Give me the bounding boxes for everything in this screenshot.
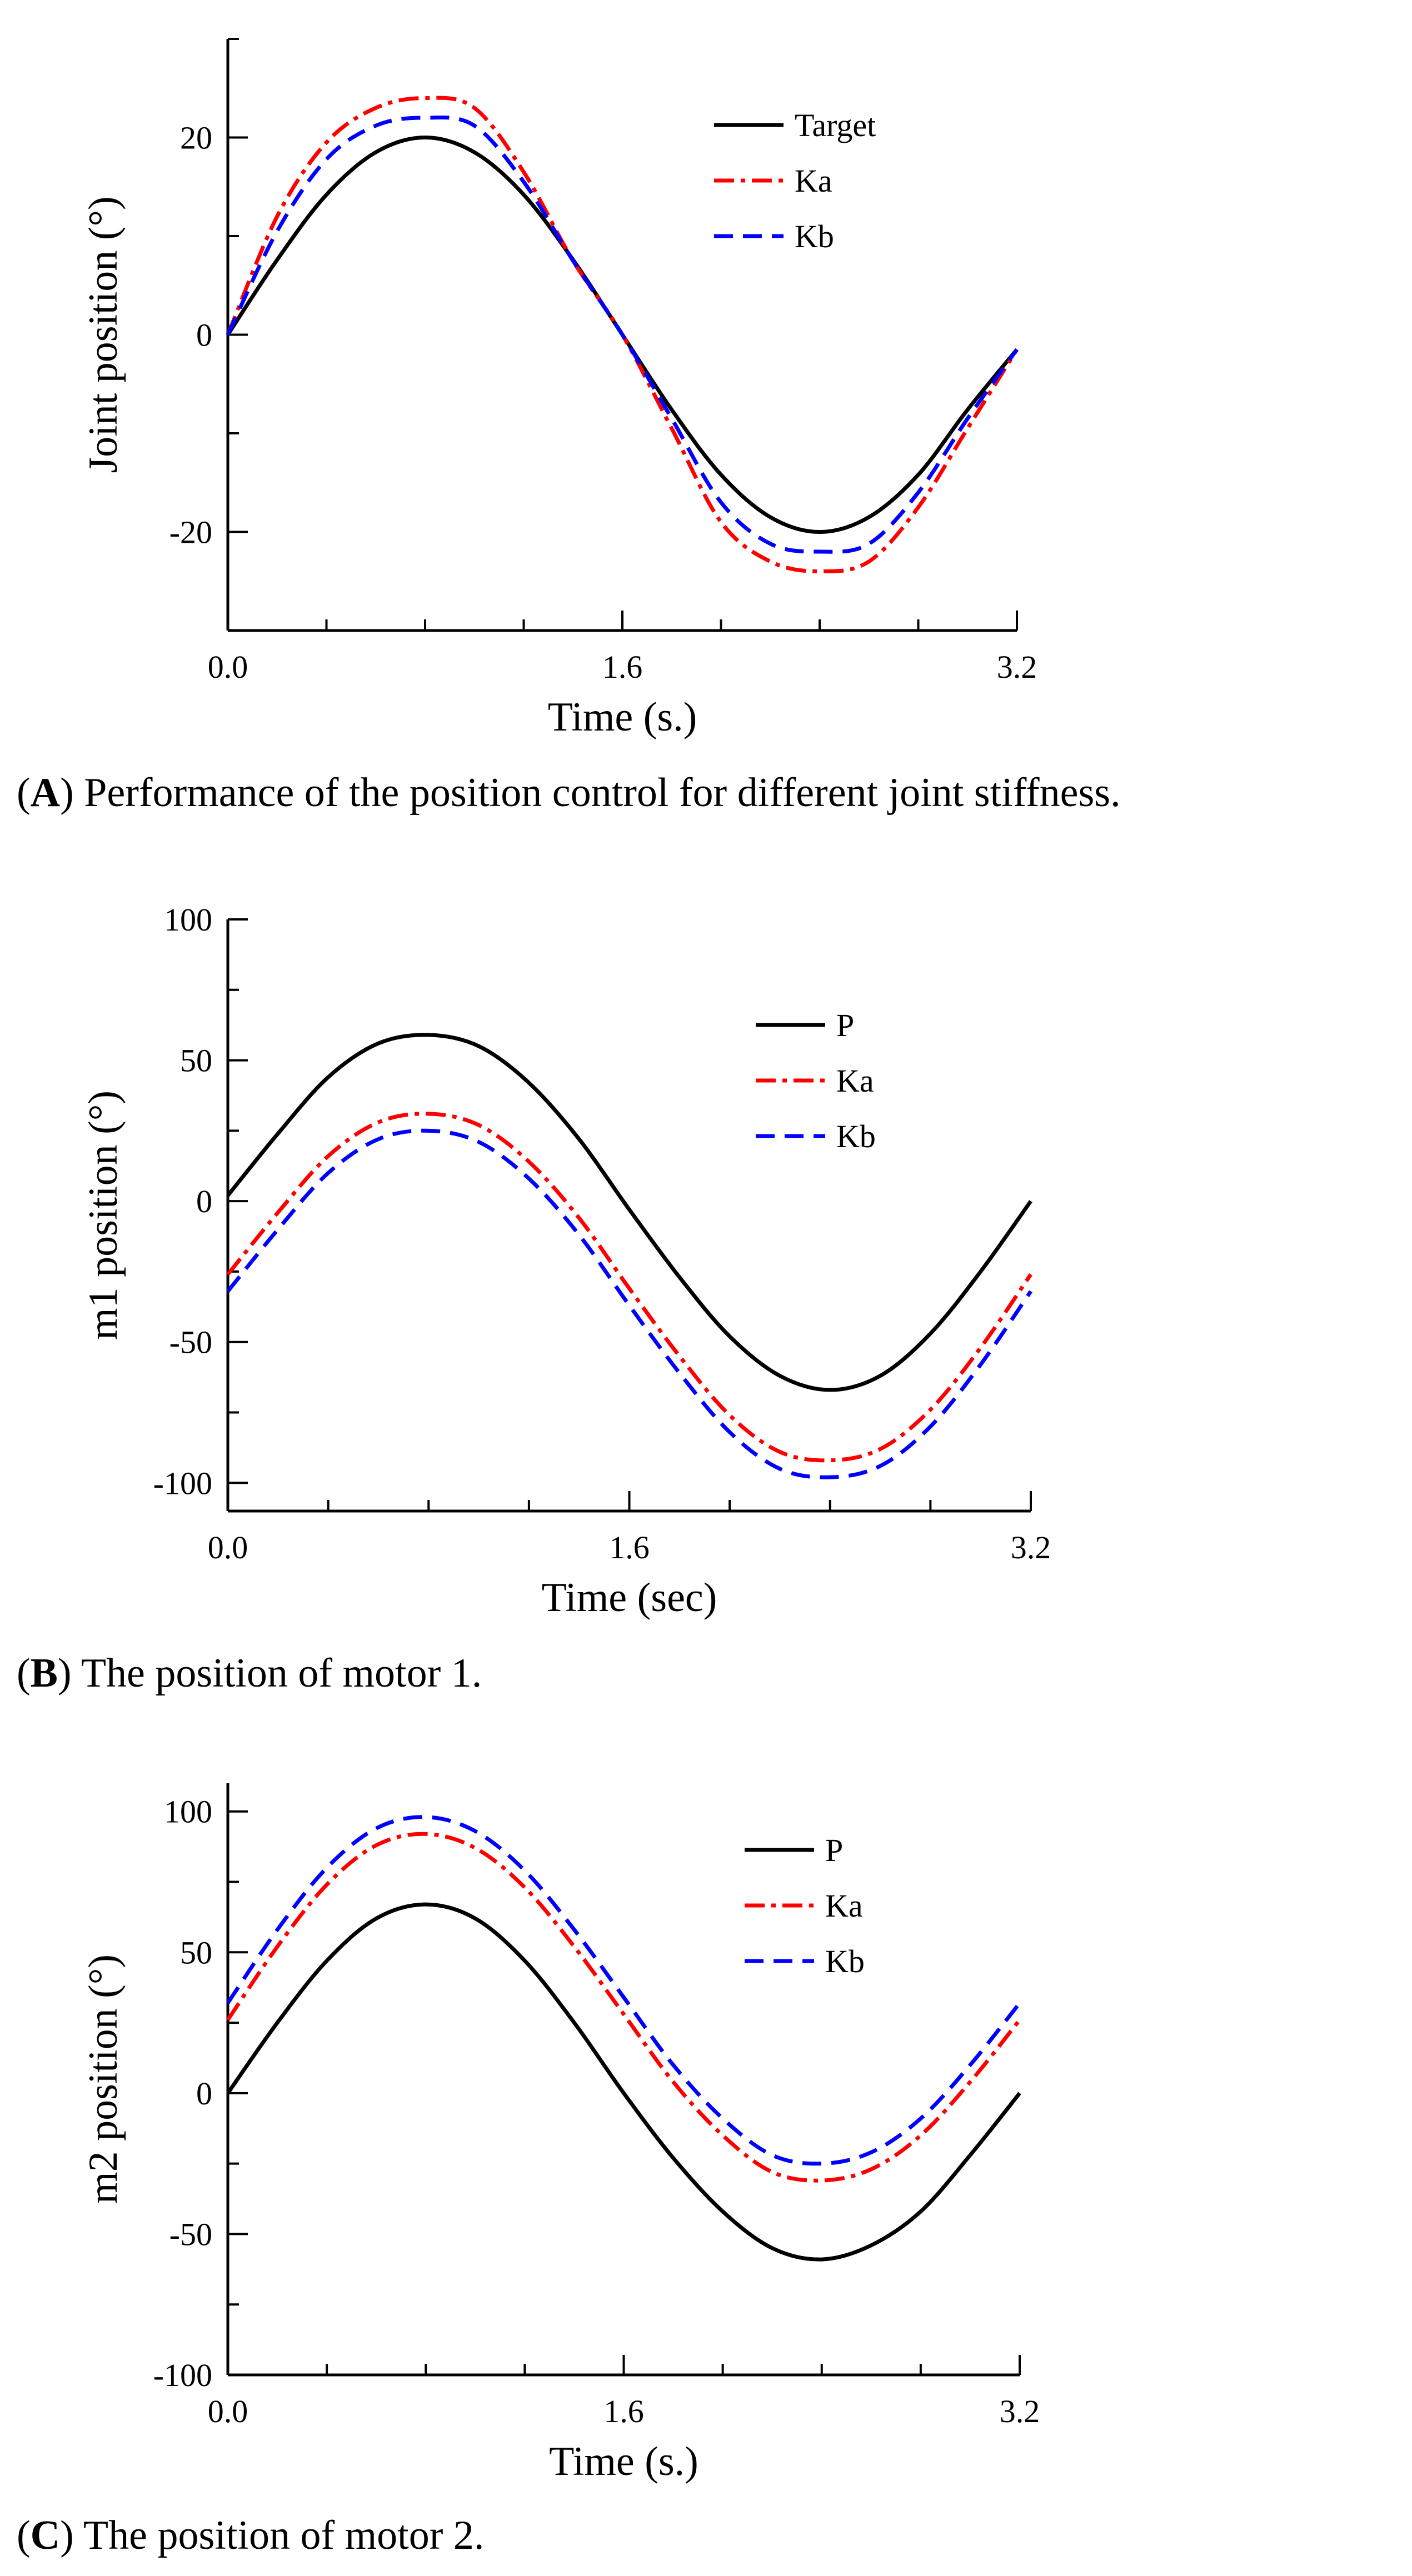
x-axis-label: Time (s.)	[548, 694, 697, 740]
caption-b: (B) The position of motor 1.	[17, 1650, 482, 1696]
x-tick-label: 0.0	[208, 1529, 248, 1565]
x-tick-label: 0.0	[208, 2393, 248, 2429]
series-line-ka	[226, 1832, 1021, 2183]
panel-c: 0.0 1.6 3.2 100 50 0 -50 -100 Time (s.) m2 positi…	[0, 1711, 1412, 2576]
series-line-kb	[226, 1128, 1032, 1479]
series-line-ka	[226, 1112, 1032, 1463]
series-line-p	[226, 1902, 1021, 2262]
series-line-kb	[226, 115, 1019, 554]
legend-label-ka: Ka	[825, 1888, 863, 1924]
chart-a: 0.0 1.6 3.2 20 0 -20 Time (s.) Joint position (…	[81, 38, 1037, 740]
y-tick-label: 100	[164, 1794, 212, 1830]
x-tick-label: 1.6	[603, 2393, 644, 2429]
chart-b: 0.0 1.6 3.2 100 50 0 -50 -100 Time (sec) m1 posit…	[81, 902, 1051, 1620]
legend-label-kb: Kb	[825, 1943, 865, 1979]
x-axis-label: Time (s.)	[549, 2439, 698, 2484]
panel-b: 0.0 1.6 3.2 100 50 0 -50 -100 Time (sec) m1 posit…	[0, 856, 1412, 1711]
y-axis-label: m1 position (°)	[81, 1091, 126, 1340]
legend-label-ka: Ka	[795, 163, 832, 199]
legend-label-ka: Ka	[836, 1063, 874, 1099]
legend-label-target: Target	[795, 107, 876, 143]
chart-c: 0.0 1.6 3.2 100 50 0 -50 -100 Time (s.) m2 positi…	[81, 1783, 1040, 2484]
y-tick-label: -20	[169, 514, 212, 551]
y-axis-label: Joint position (°)	[81, 196, 126, 473]
x-tick-label: 3.2	[997, 649, 1037, 685]
x-tick-label: 1.6	[609, 1529, 650, 1565]
caption-a: (A) Performance of the position control …	[17, 770, 1121, 816]
y-tick-label: 0	[196, 2075, 212, 2112]
x-tick-label: 3.2	[1000, 2393, 1040, 2429]
legend-label-kb: Kb	[836, 1118, 876, 1154]
legend-label-p: P	[836, 1007, 854, 1043]
y-tick-label: 20	[180, 120, 212, 156]
y-tick-label: 50	[180, 1934, 212, 1970]
y-tick-label: -100	[153, 2357, 212, 2393]
series-line-p	[226, 1033, 1032, 1392]
y-axis-label: m2 position (°)	[81, 1954, 126, 2204]
caption-c: (C) The position of motor 2.	[17, 2513, 485, 2558]
legend-label-kb: Kb	[795, 218, 834, 254]
y-tick-label: 50	[180, 1043, 212, 1079]
x-tick-label: 1.6	[602, 649, 643, 685]
x-tick-label: 0.0	[208, 649, 248, 685]
y-tick-label: -100	[153, 1465, 212, 1501]
legend-label-p: P	[825, 1832, 843, 1868]
y-tick-label: -50	[169, 1324, 212, 1360]
y-tick-label: 0	[196, 1183, 212, 1219]
x-tick-label: 3.2	[1011, 1529, 1051, 1565]
x-axis-label: Time (sec)	[542, 1575, 717, 1620]
panel-a: 0.0 1.6 3.2 20 0 -20 Time (s.) Joint position (…	[0, 0, 1412, 856]
y-tick-label: -50	[169, 2216, 212, 2252]
series-line-kb	[226, 1815, 1021, 2166]
y-tick-label: 0	[196, 317, 212, 353]
y-tick-label: 100	[164, 902, 212, 938]
